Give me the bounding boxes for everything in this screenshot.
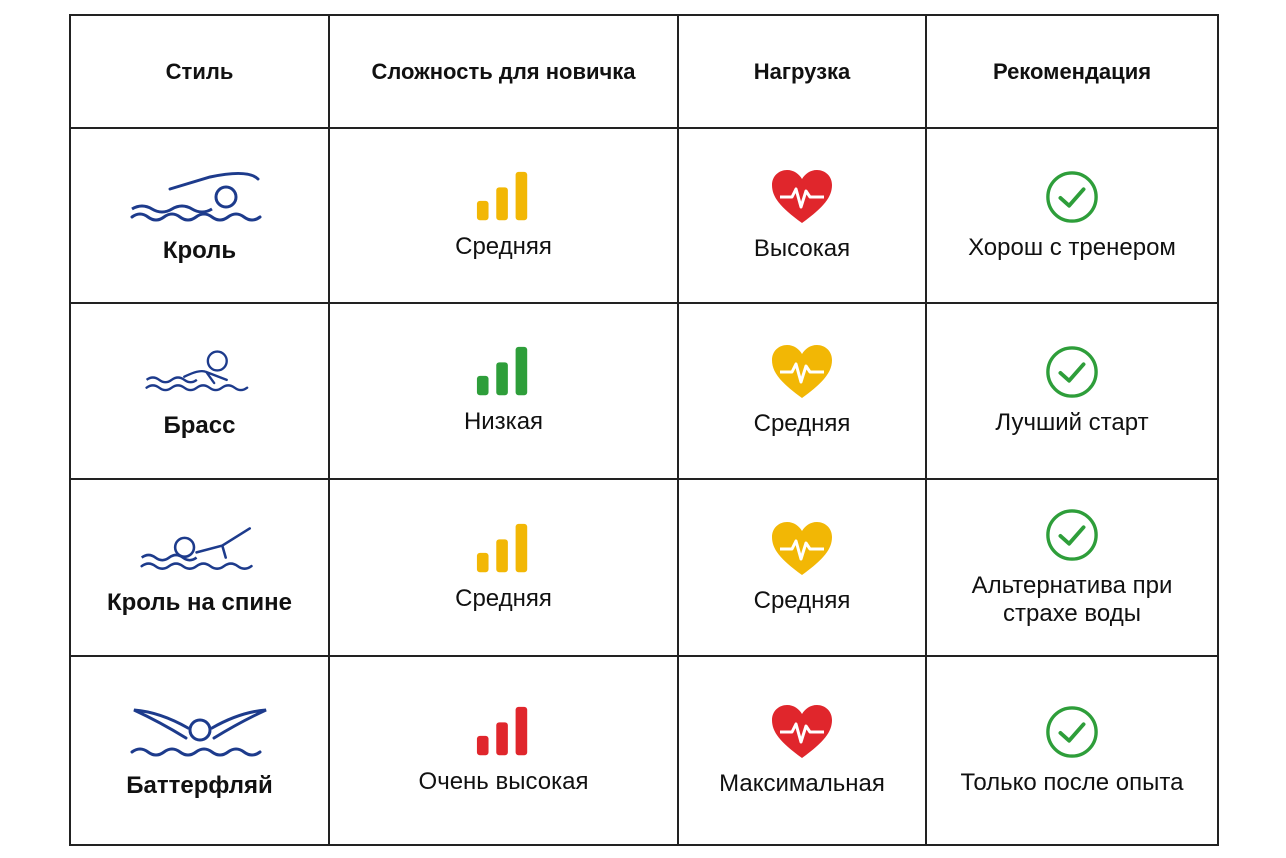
recommendation-cell: Хорош с тренером [925,127,1219,304]
freestyle-icon [130,171,270,227]
header-cell: Рекомендация [925,14,1219,129]
recommendation: Лучший старт [995,409,1149,436]
recommendation: Только после опыта [960,768,1184,796]
check-icon [1045,170,1099,224]
check-icon [1045,705,1099,759]
load-heart [770,521,834,577]
difficulty-cell: Очень высокая [328,655,679,846]
recommendation-cell: Только после опыта [925,655,1219,846]
difficulty-cell: Низкая [328,302,679,480]
load: Средняя [753,586,851,614]
recommendation: Хорош с тренером [968,233,1176,261]
style-name: Брасс [163,412,236,439]
style-name: Кроль [162,236,237,264]
header-cell: Стиль [69,14,330,129]
load-cell: Максимальная [677,655,927,846]
header-cell: Сложность для новичка [328,14,679,129]
difficulty-bars [475,706,533,758]
load-heart [770,344,834,400]
load: Высокая [753,234,851,262]
style-name: Баттерфляй [126,771,273,799]
header-row: Стиль Сложность для новичка Нагрузка Рек… [69,14,1219,129]
row: Брасс Низкая Средняя Лучший старт [69,302,1219,480]
load-cell: Средняя [677,302,927,480]
row: Баттерфляй Очень высокая Максимальная То… [69,655,1219,846]
load-cell: Высокая [677,127,927,304]
row: Кроль Средняя Высокая Хорош с тренером [69,127,1219,304]
style-cell: Кроль на спине [69,478,330,657]
check-icon [1045,345,1099,399]
difficulty: Очень высокая [418,767,589,795]
style-name: Кроль на спине [107,588,292,616]
backstroke-icon [140,526,260,579]
difficulty-cell: Средняя [328,127,679,304]
difficulty: Средняя [455,584,552,612]
load: Средняя [753,410,851,437]
difficulty-bars [475,523,533,575]
row: Кроль на спине Средняя Средняя Альтернат… [69,478,1219,657]
breaststroke-icon [145,350,255,402]
recommendation-cell: Альтернатива при страхе воды [925,478,1219,657]
header-cell: Нагрузка [677,14,927,129]
difficulty: Средняя [455,232,552,260]
comparison-table: Стиль Сложность для новичка Нагрузка Рек… [69,14,1219,846]
load: Максимальная [719,769,885,797]
recommendation: Альтернатива при страхе воды [971,571,1173,627]
check-icon [1045,508,1099,562]
butterfly-icon [125,708,267,762]
difficulty: Низкая [463,408,544,435]
difficulty-bars [475,346,533,398]
style-cell: Баттерфляй [69,655,330,846]
style-cell: Кроль [69,127,330,304]
style-cell: Брасс [69,302,330,480]
difficulty-cell: Средняя [328,478,679,657]
load-heart [770,704,834,760]
load-cell: Средняя [677,478,927,657]
recommendation-cell: Лучший старт [925,302,1219,480]
difficulty-bars [475,171,533,223]
load-heart [770,169,834,225]
